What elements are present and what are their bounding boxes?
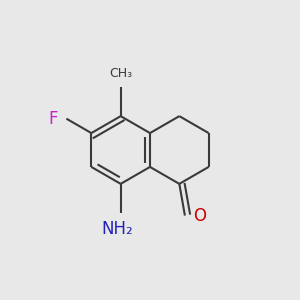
Text: O: O [193,206,206,224]
Text: CH₃: CH₃ [109,67,132,80]
Text: F: F [49,110,58,128]
Text: NH₂: NH₂ [102,220,134,238]
